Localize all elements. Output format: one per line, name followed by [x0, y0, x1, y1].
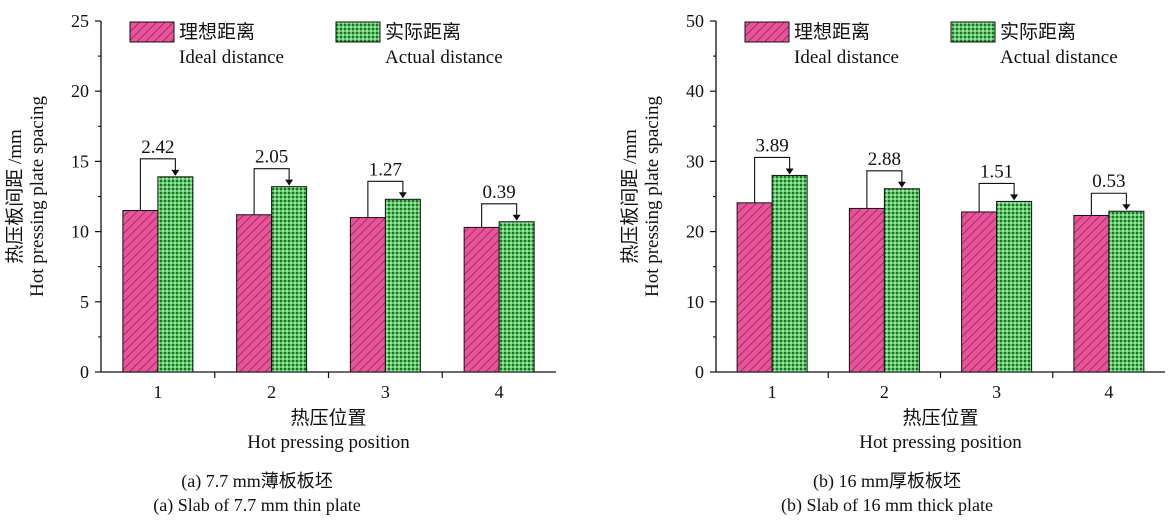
- caption-en: (a) Slab of 7.7 mm thin plate: [153, 495, 360, 516]
- x-tick-label: 1: [153, 382, 162, 402]
- bar-actual-3: [996, 200, 1033, 373]
- bar-actual-1: [157, 176, 194, 373]
- y-tick-label: 10: [71, 222, 89, 242]
- difference-label: 1.51: [980, 161, 1013, 182]
- bar-actual-4: [1108, 210, 1145, 373]
- difference-label: 3.89: [756, 135, 789, 156]
- y-tick-label: 25: [71, 11, 89, 31]
- legend-label-actual-en: Actual distance: [385, 47, 503, 68]
- y-axis-title-en: Hot pressing plate spacing: [27, 95, 48, 297]
- y-tick-label: 15: [71, 151, 89, 171]
- difference-label: 2.05: [255, 147, 288, 168]
- bar-ideal-1: [122, 210, 159, 373]
- y-tick-label: 20: [686, 222, 704, 242]
- bar-actual-1: [771, 174, 808, 373]
- y-tick-label: 5: [80, 292, 89, 312]
- y-axis-title-en: Hot pressing plate spacing: [642, 95, 663, 297]
- x-tick-label: 2: [880, 382, 889, 402]
- y-tick-label: 0: [80, 362, 89, 382]
- difference-bracket: [754, 156, 791, 203]
- difference-bracket: [866, 170, 903, 209]
- difference-label: 0.39: [483, 182, 516, 203]
- bar-actual-4: [498, 221, 535, 373]
- bar-ideal-2: [236, 214, 273, 373]
- legend-swatch-ideal: [129, 21, 175, 43]
- difference-label: 1.27: [369, 159, 402, 180]
- legend-label-ideal-cn: 理想距离: [794, 21, 870, 43]
- x-tick-label: 4: [495, 382, 504, 402]
- x-tick-label: 4: [1104, 382, 1113, 402]
- bar-ideal-2: [848, 207, 885, 373]
- legend-label-ideal-en: Ideal distance: [179, 47, 284, 68]
- caption-en: (b) Slab of 16 mm thick plate: [781, 495, 993, 516]
- arrow-head-icon: [398, 192, 407, 199]
- difference-label: 2.88: [868, 149, 901, 170]
- bar-actual-3: [384, 198, 421, 373]
- x-axis-title-cn: 热压位置: [902, 407, 978, 429]
- legend-label-ideal-en: Ideal distance: [794, 47, 899, 68]
- x-tick-label: 3: [381, 382, 390, 402]
- chart-panel-a: 0 5 10 15 20 25 1 2.42 2 2.05 3 1.27 4 0.39 理想距离 Ideal …: [4, 11, 556, 516]
- difference-bracket: [978, 182, 1015, 212]
- arrow-head-icon: [785, 168, 794, 175]
- bar-actual-2: [883, 188, 920, 373]
- y-tick-label: 20: [71, 81, 89, 101]
- caption-cn: (a) 7.7 mm薄板板坯: [181, 471, 332, 492]
- bar-ideal-3: [349, 217, 386, 373]
- x-axis-title-en: Hot pressing position: [247, 432, 410, 453]
- x-tick-label: 3: [992, 382, 1001, 402]
- legend-label-ideal-cn: 理想距离: [179, 21, 255, 43]
- arrow-head-icon: [1010, 194, 1019, 201]
- difference-bracket: [139, 158, 176, 211]
- difference-bracket: [253, 168, 290, 215]
- legend-label-actual-cn: 实际距离: [385, 21, 461, 43]
- bar-ideal-1: [736, 202, 773, 373]
- x-tick-label: 2: [267, 382, 276, 402]
- arrow-head-icon: [512, 214, 521, 221]
- legend-swatch-actual: [335, 21, 381, 43]
- x-tick-label: 1: [768, 382, 777, 402]
- bar-ideal-4: [463, 226, 500, 373]
- caption-cn: (b) 16 mm厚板板坯: [813, 471, 961, 492]
- y-axis-title-cn: 热压板间距 /mm: [619, 129, 641, 264]
- legend-label-actual-en: Actual distance: [1000, 47, 1118, 68]
- bar-actual-2: [271, 186, 308, 373]
- arrow-head-icon: [897, 181, 906, 188]
- bar-ideal-4: [1073, 214, 1110, 373]
- y-tick-label: 10: [686, 292, 704, 312]
- y-axis-title-cn: 热压板间距 /mm: [4, 129, 26, 264]
- difference-label: 2.42: [141, 137, 174, 158]
- difference-bracket: [367, 180, 404, 218]
- arrow-head-icon: [171, 169, 180, 176]
- y-tick-label: 30: [686, 151, 704, 171]
- y-tick-label: 40: [686, 81, 704, 101]
- difference-label: 0.53: [1092, 171, 1125, 192]
- chart-panel-b: 0 10 20 30 40 50 1 3.89 2 2.88 3 1.51 4 0.53 理想距离 Ideal…: [619, 11, 1165, 516]
- y-tick-label: 50: [686, 11, 704, 31]
- legend-swatch-actual: [950, 21, 996, 43]
- bar-ideal-3: [961, 211, 998, 373]
- difference-bracket: [481, 203, 518, 228]
- legend-swatch-ideal: [744, 21, 790, 43]
- x-axis-title-en: Hot pressing position: [859, 432, 1022, 453]
- difference-bracket: [1090, 192, 1127, 216]
- arrow-head-icon: [1122, 204, 1131, 211]
- arrow-head-icon: [285, 179, 294, 186]
- y-tick-label: 0: [695, 362, 704, 382]
- legend-label-actual-cn: 实际距离: [1000, 21, 1076, 43]
- x-axis-title-cn: 热压位置: [290, 407, 366, 429]
